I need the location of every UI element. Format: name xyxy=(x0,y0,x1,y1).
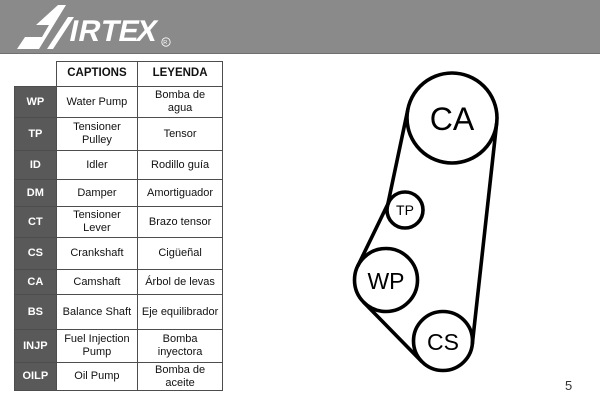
svg-text:CA: CA xyxy=(430,101,475,137)
svg-text:CS: CS xyxy=(427,329,459,355)
svg-text:TP: TP xyxy=(396,202,414,218)
svg-text:WP: WP xyxy=(367,268,404,294)
